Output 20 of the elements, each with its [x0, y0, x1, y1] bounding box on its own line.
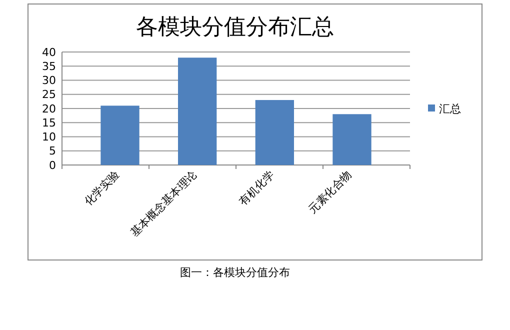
y-tick-label: 5: [49, 144, 56, 158]
bar: [178, 58, 217, 165]
x-tick-label: 化学实验: [82, 168, 122, 208]
x-tick-label: 元素化合物: [306, 168, 354, 216]
legend-label: 汇总: [439, 102, 461, 116]
chart-title: 各模块分值分布汇总: [136, 14, 334, 39]
y-tick-label: 25: [42, 88, 56, 102]
x-tick-label: 基本概念基本理论: [128, 168, 200, 240]
y-tick-label: 20: [42, 102, 56, 116]
bar: [255, 100, 294, 165]
y-tick-label: 35: [42, 60, 56, 73]
y-tick-label: 0: [49, 158, 56, 172]
text: 图一：各模块分值分布: [180, 266, 290, 279]
y-tick-label: 10: [42, 130, 56, 144]
y-tick-label: 40: [42, 46, 56, 59]
x-tick-label: 有机化学: [237, 168, 277, 208]
bar: [100, 106, 140, 165]
y-tick-label: 30: [42, 74, 56, 88]
bar: [332, 114, 372, 165]
y-tick-label: 15: [42, 116, 56, 130]
